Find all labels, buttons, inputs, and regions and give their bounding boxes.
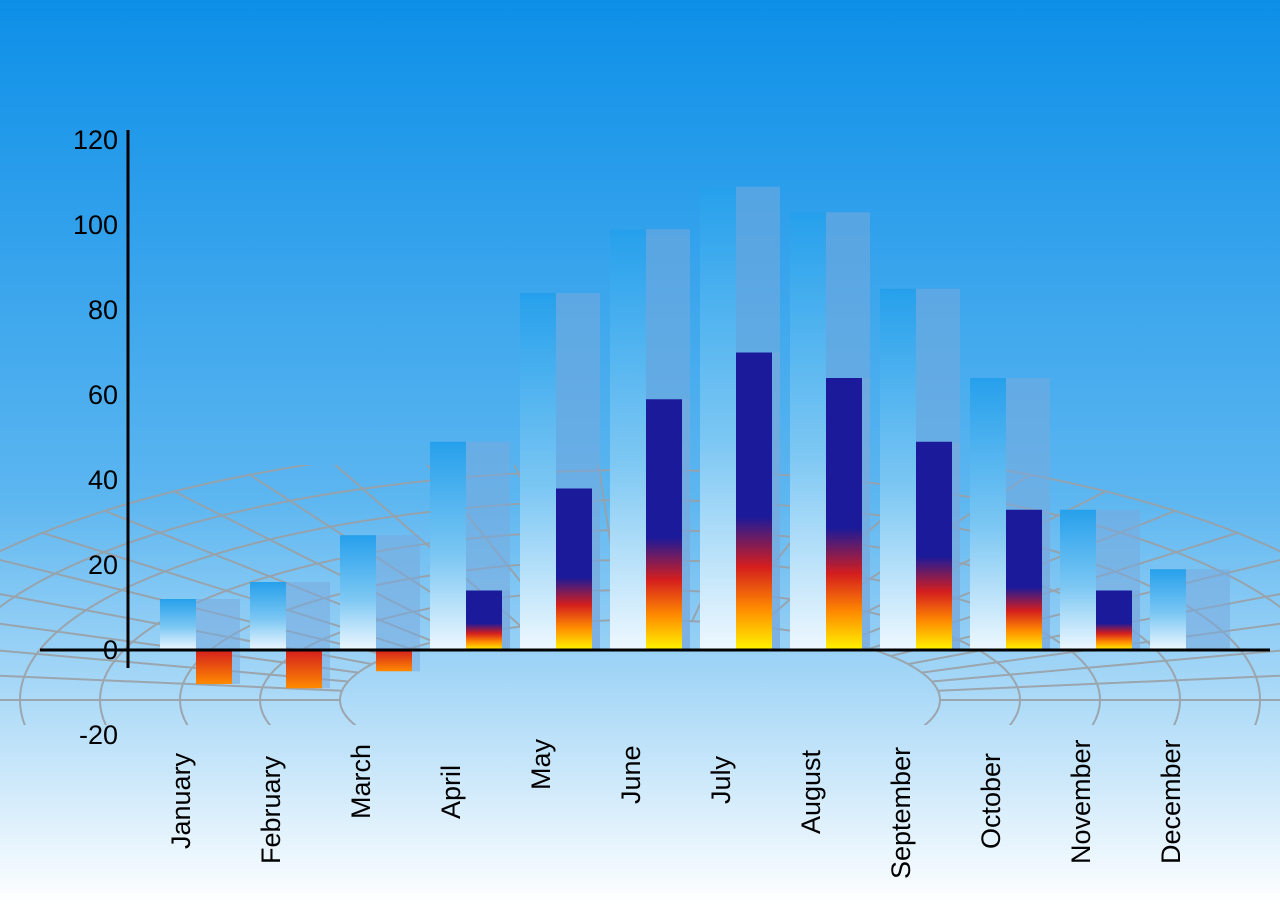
secondary-bar <box>916 442 952 650</box>
secondary-bar <box>646 399 682 650</box>
y-tick-label: 20 <box>30 550 118 581</box>
secondary-bar <box>286 650 322 688</box>
chart-stage: -20 0 20 40 60 80 100 120 January February March Ap… <box>0 0 1280 905</box>
secondary-bar <box>1006 510 1042 650</box>
secondary-bar <box>196 650 232 684</box>
month-label: April <box>436 765 467 819</box>
month-label: February <box>256 756 287 864</box>
secondary-bar <box>826 378 862 650</box>
month-label: December <box>1156 739 1187 864</box>
month-label: May <box>526 739 557 790</box>
primary-bar <box>250 582 286 650</box>
primary-bar <box>970 378 1006 650</box>
primary-bar <box>160 599 196 650</box>
secondary-bar <box>376 650 412 671</box>
y-tick-label: 40 <box>30 465 118 496</box>
primary-bar <box>790 212 826 650</box>
month-label: September <box>886 747 917 879</box>
y-tick-label: 60 <box>30 380 118 411</box>
month-label: July <box>706 756 737 804</box>
secondary-bar <box>556 489 592 651</box>
y-tick-label: 80 <box>30 295 118 326</box>
y-tick-label: -20 <box>30 720 118 751</box>
month-label: October <box>976 753 1007 849</box>
month-label: January <box>166 753 197 849</box>
y-tick-label: 120 <box>30 125 118 156</box>
y-tick-label: 0 <box>30 635 118 666</box>
secondary-bar <box>1096 591 1132 651</box>
primary-bar <box>1150 569 1186 650</box>
secondary-bar <box>466 591 502 651</box>
primary-bar <box>1060 510 1096 650</box>
y-tick-label: 100 <box>30 210 118 241</box>
month-label: August <box>796 750 827 834</box>
primary-bar <box>880 289 916 650</box>
month-label: March <box>346 744 377 819</box>
month-label: June <box>616 746 647 805</box>
month-label: November <box>1066 739 1097 864</box>
primary-bar <box>430 442 466 650</box>
primary-bar <box>340 535 376 650</box>
secondary-bar <box>736 353 772 651</box>
primary-bar <box>700 187 736 650</box>
primary-bar <box>610 229 646 650</box>
primary-bar <box>520 293 556 650</box>
